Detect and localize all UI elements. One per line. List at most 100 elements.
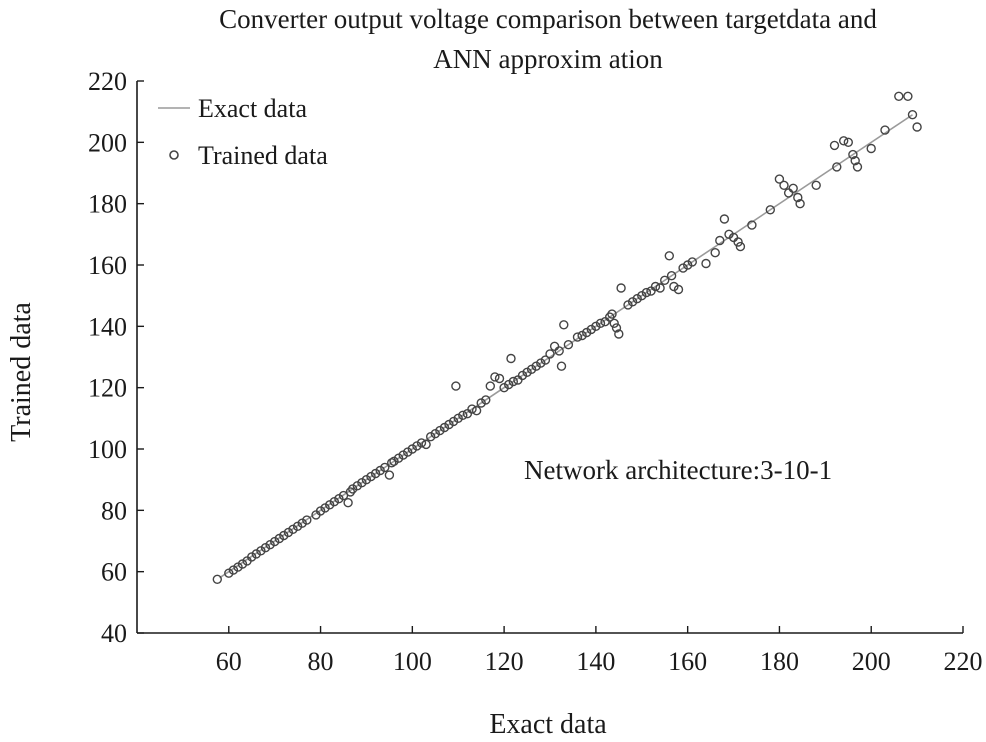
x-tick-label: 180	[760, 647, 799, 676]
trained-data-point	[471, 406, 482, 416]
network-architecture-annotation: Network architecture:3-10-1	[524, 455, 832, 485]
trained-data-point	[715, 235, 725, 246]
trained-data-point	[451, 381, 461, 391]
y-tick-label: 80	[101, 496, 127, 525]
trained-data-point	[329, 497, 339, 507]
trained-data-point	[260, 543, 271, 553]
trained-data-point	[733, 237, 743, 247]
trained-data-point	[894, 91, 904, 102]
y-tick-label: 120	[88, 374, 127, 403]
trained-data-point	[614, 329, 624, 339]
y-tick-label: 140	[88, 312, 127, 341]
x-tick-label: 220	[944, 647, 983, 676]
trained-data-point	[673, 284, 684, 295]
y-tick-label: 100	[88, 435, 127, 464]
trained-data-point	[687, 257, 697, 267]
trained-data-point	[609, 318, 619, 328]
trained-data-point	[453, 413, 463, 423]
trained-data-point	[595, 318, 606, 328]
trained-data-point	[852, 162, 863, 172]
trained-data-point	[485, 381, 495, 391]
trained-data-point	[912, 122, 922, 132]
plot-area	[212, 91, 922, 584]
trained-data-point	[907, 109, 918, 120]
x-tick-label: 200	[852, 647, 891, 676]
trained-data-point	[650, 281, 661, 292]
trained-data-point	[577, 330, 587, 341]
trained-data-point	[793, 192, 803, 203]
y-tick-label: 40	[101, 619, 127, 648]
trained-data-point	[843, 137, 853, 148]
trained-data-point	[866, 143, 876, 154]
trained-data-point	[710, 247, 720, 258]
trained-data-point	[850, 155, 860, 166]
legend: Exact data Trained data	[158, 94, 328, 170]
trained-data-point	[554, 346, 564, 356]
trained-data-point	[735, 241, 746, 252]
trained-data-point	[669, 281, 679, 292]
trained-data-point	[556, 361, 567, 371]
trained-data-point	[228, 565, 239, 575]
trained-data-point	[212, 574, 223, 584]
trained-data-point	[370, 468, 381, 479]
y-tick-label: 180	[88, 190, 127, 219]
trained-data-point	[545, 349, 555, 359]
trained-data-point	[458, 410, 468, 420]
x-tick-label: 60	[216, 647, 242, 676]
trained-data-point	[660, 275, 670, 285]
y-tick-label: 160	[88, 251, 127, 280]
trained-data-point	[779, 180, 789, 191]
trained-data-point	[563, 340, 574, 350]
chart-title-line-1: Converter output voltage comparison betw…	[219, 4, 877, 34]
trained-data-point	[559, 320, 569, 330]
x-tick-label: 100	[393, 647, 432, 676]
trained-data-point	[416, 438, 427, 448]
legend-marker-swatch	[169, 150, 179, 160]
trained-data-point	[811, 180, 821, 191]
legend-trained-data: Trained data	[198, 141, 328, 170]
trained-data-point	[494, 373, 505, 384]
y-tick-label: 200	[88, 128, 127, 157]
chart-title: Converter output voltage comparison betw…	[219, 4, 877, 74]
trained-data-point	[508, 376, 518, 387]
y-tick-label: 60	[101, 558, 127, 587]
trained-data-point	[536, 358, 546, 368]
trained-data-point	[549, 341, 560, 351]
y-axis-label: Trained data	[6, 302, 37, 442]
x-axis-ticks: 60 80 100 120 140 160 180 200 220	[216, 626, 983, 676]
trained-data-point	[343, 498, 353, 508]
trained-data-point	[607, 309, 617, 319]
trained-data-point	[848, 149, 858, 160]
trained-data-point	[616, 283, 626, 293]
x-tick-label: 140	[576, 647, 615, 676]
chart-title-line-2: ANN approxim ation	[433, 44, 663, 74]
trained-data-point	[421, 439, 431, 450]
trained-data-point	[540, 355, 551, 365]
trained-data-point	[380, 462, 390, 473]
trained-data-point	[641, 287, 652, 298]
trained-data-point	[666, 271, 677, 281]
y-axis-ticks: 40 60 80 100 120 140 160 180 200 220	[88, 67, 144, 648]
trained-data-point	[783, 188, 794, 198]
trained-data-point	[506, 353, 516, 364]
trained-data-point	[788, 183, 798, 194]
legend-exact-data: Exact data	[198, 94, 307, 123]
x-tick-label: 120	[485, 647, 524, 676]
trained-data-point	[467, 404, 477, 414]
trained-data-point	[632, 294, 642, 304]
trained-data-point	[481, 395, 491, 405]
trained-data-point	[832, 162, 842, 172]
trained-data-point	[795, 198, 805, 209]
trained-data-point	[765, 205, 775, 215]
trained-data-point	[384, 470, 395, 480]
trained-data-point	[302, 515, 312, 525]
trained-data-point	[288, 524, 298, 534]
trained-data-point	[412, 441, 422, 451]
trained-data-point	[839, 136, 849, 146]
x-axis-label: Exact data	[489, 709, 607, 740]
trained-data-point	[719, 214, 730, 224]
trained-data-point	[591, 321, 601, 331]
y-tick-label: 220	[88, 67, 127, 96]
trained-data-point	[829, 140, 840, 151]
